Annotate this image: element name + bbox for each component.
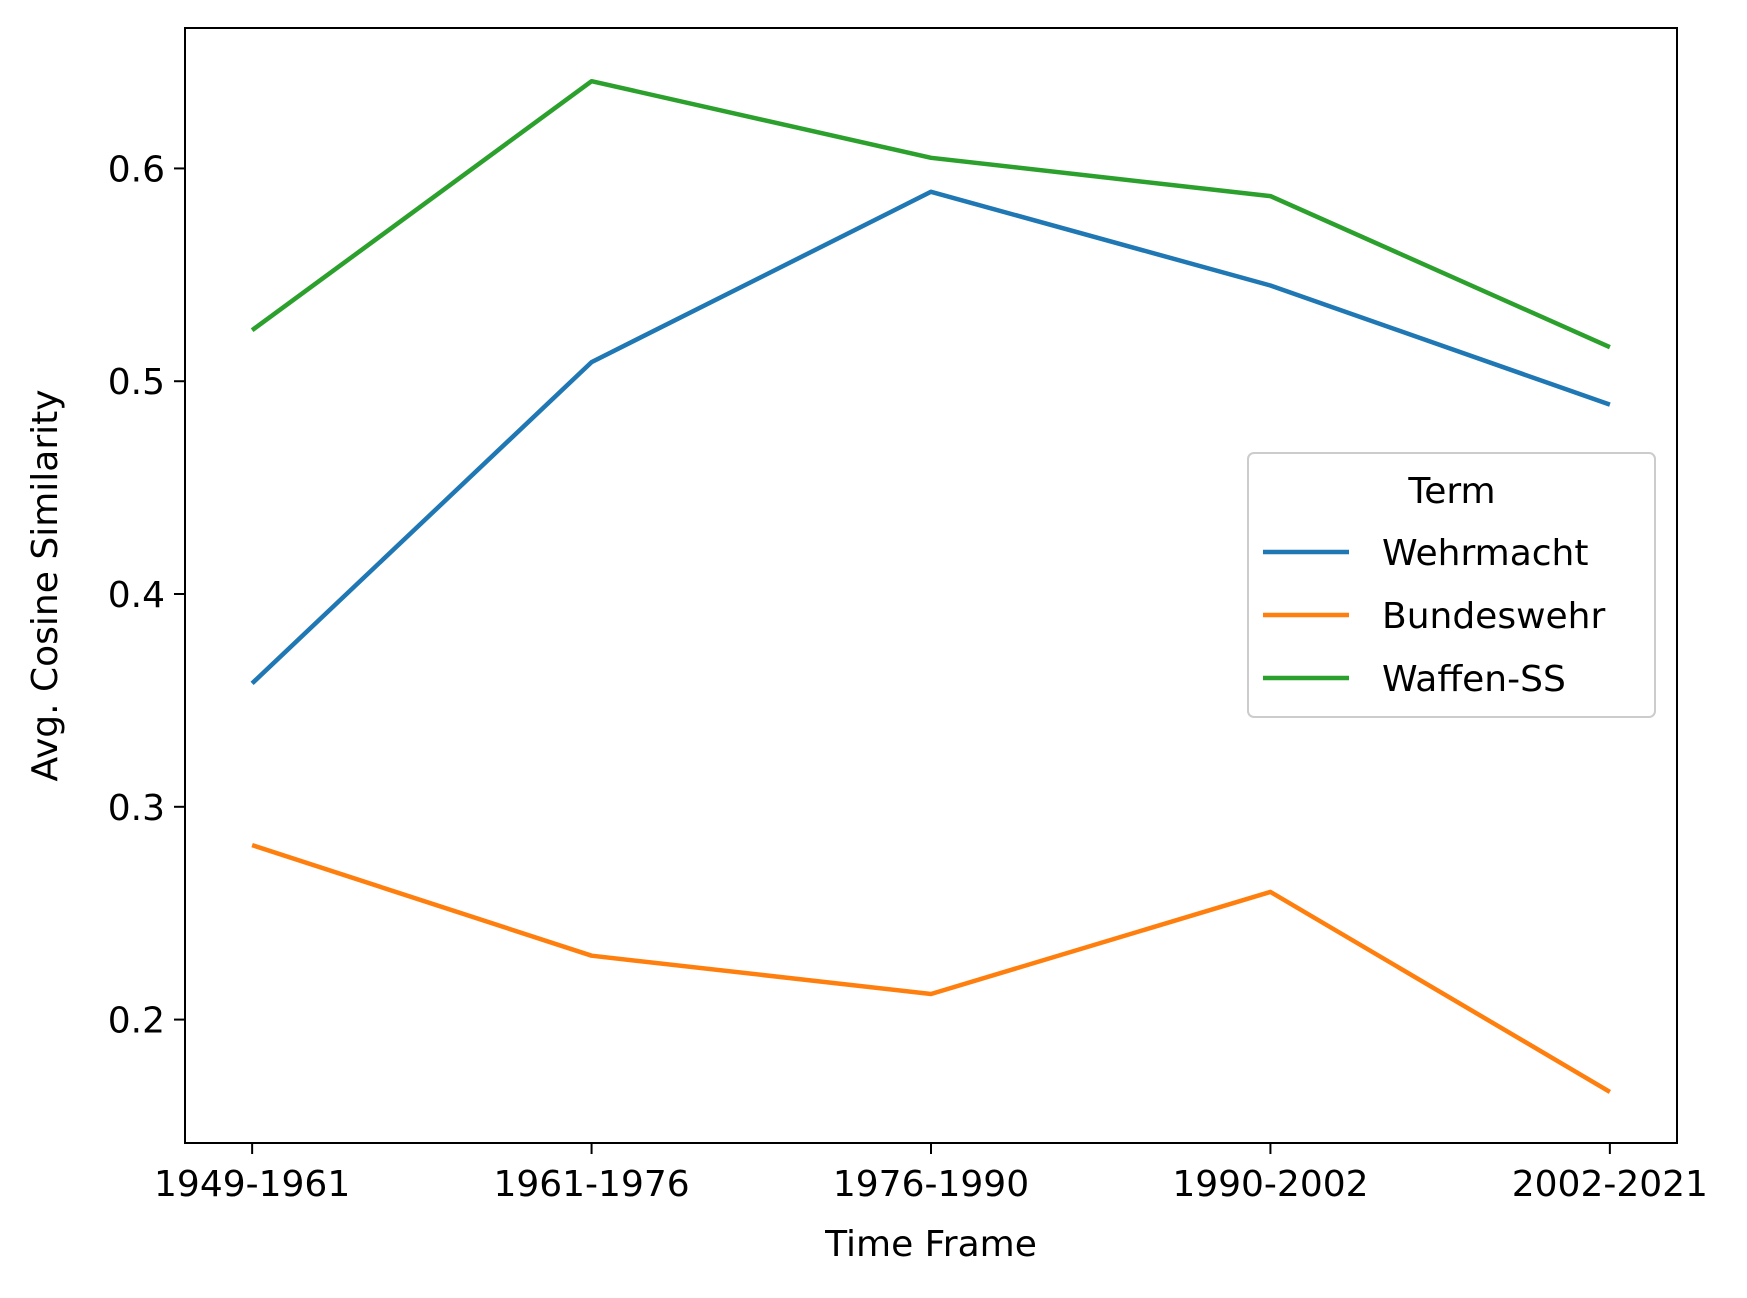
y-tick-label: 0.6: [108, 149, 165, 190]
x-tick-label: 2002-2021: [1512, 1164, 1708, 1205]
series-line-bundeswehr: [251, 842, 1612, 1094]
y-tick-label: 0.3: [108, 788, 165, 829]
x-tick-label: 1949-1961: [154, 1164, 350, 1205]
x-tick-label: 1961-1976: [493, 1164, 689, 1205]
legend-items: Wehrmacht Bundeswehr Waffen-SS: [1263, 533, 1605, 700]
legend-box: [1247, 452, 1656, 718]
series-line-wehrmacht: [250, 189, 1611, 686]
legend-title: Term: [1407, 471, 1495, 512]
x-tick-label: 1976-1990: [833, 1164, 1029, 1205]
y-tick-label: 0.5: [108, 362, 165, 403]
y-axis-title: Avg. Cosine Similarity: [25, 389, 66, 781]
series-line-waffen-ss: [250, 78, 1611, 350]
x-axis: 1949-1961 1961-1976 1976-1990 1990-2002 2002…: [154, 1143, 1708, 1205]
legend-label: Waffen-SS: [1382, 659, 1566, 700]
x-tick-label: 1990-2002: [1172, 1164, 1368, 1205]
x-axis-title: Time Frame: [824, 1224, 1037, 1265]
y-tick-label: 0.4: [108, 575, 165, 616]
legend-label: Bundeswehr: [1382, 596, 1605, 637]
y-tick-label: 0.2: [108, 1001, 165, 1042]
series-layer: [250, 78, 1612, 1094]
y-axis: 0.2 0.3 0.4 0.5 0.6: [108, 149, 185, 1042]
legend-label: Wehrmacht: [1382, 533, 1588, 574]
legend: Term Wehrmacht Bundeswehr Waffen-SS: [1247, 452, 1656, 718]
